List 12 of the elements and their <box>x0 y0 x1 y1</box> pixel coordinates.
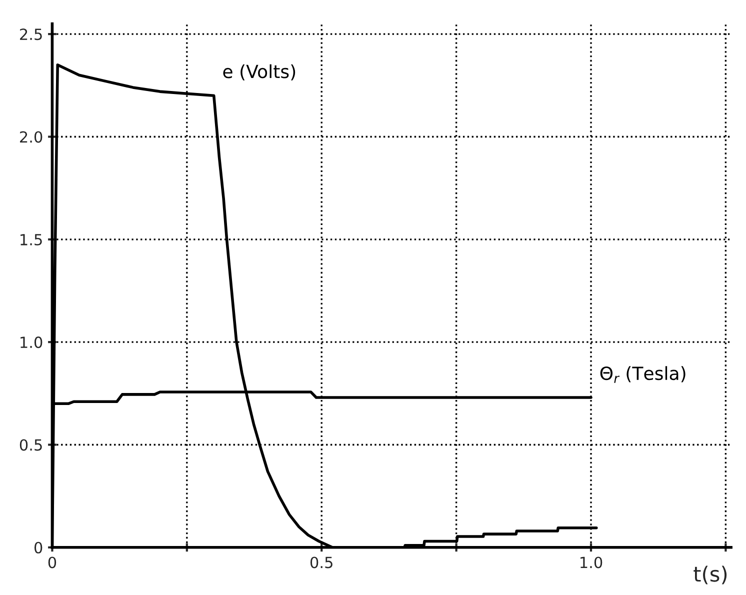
series-label: e (Volts) <box>223 64 296 80</box>
y-tick-label: 2.0 <box>20 131 42 143</box>
y-tick-label: 0.5 <box>20 439 42 451</box>
y-tick-label: 2.5 <box>20 28 42 40</box>
x-tick-label: 0 <box>48 556 56 568</box>
series-label: Θ$_{r}$ (Tesla) <box>600 366 686 383</box>
x-axis-title: t(s) <box>694 566 727 584</box>
y-tick-label: 1.0 <box>20 336 42 348</box>
x-tick-label: 0.5 <box>310 556 332 568</box>
x-tick-label: 1.0 <box>580 556 602 568</box>
y-tick-label: 1.5 <box>20 234 42 246</box>
y-tick-label: 0 <box>34 542 42 554</box>
